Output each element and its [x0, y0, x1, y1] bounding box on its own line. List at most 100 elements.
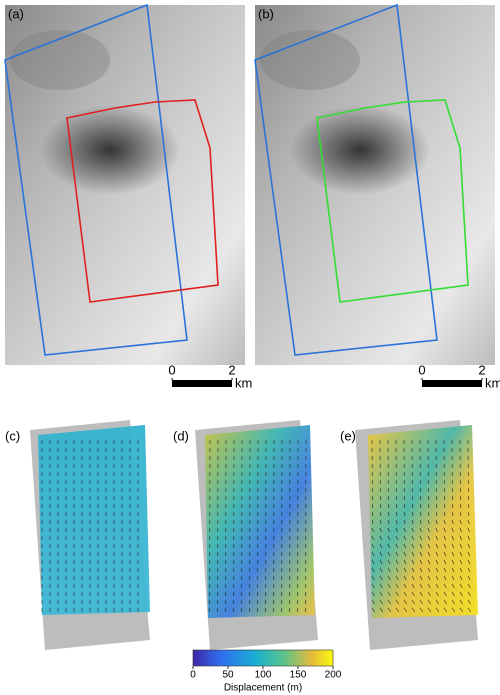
arrow: [371, 503, 374, 509]
arrow: [305, 543, 307, 549]
arrow: [427, 495, 430, 501]
arrow: [395, 471, 397, 477]
arrow: [216, 591, 219, 597]
arrow: [248, 567, 251, 573]
arrow: [288, 567, 291, 573]
arrow: [435, 511, 438, 517]
arrow: [224, 575, 227, 581]
arrow: [280, 583, 283, 589]
arrow: [264, 567, 267, 573]
arrow: [264, 591, 267, 597]
arrow: [371, 559, 375, 565]
arrow: [459, 535, 462, 541]
arrow: [265, 527, 267, 533]
arrow: [451, 567, 455, 573]
arrow: [281, 527, 283, 533]
arrow: [371, 591, 375, 597]
arrow: [411, 583, 415, 589]
arrow: [281, 535, 283, 541]
arrow: [443, 527, 446, 533]
panel-e: [355, 420, 478, 650]
arrow: [225, 543, 227, 549]
arrow: [305, 535, 307, 541]
arrow: [403, 543, 406, 549]
arrow: [304, 607, 307, 613]
arrow: [208, 599, 211, 605]
arrow: [256, 599, 259, 605]
arrow: [387, 543, 390, 549]
panel-label: (d): [173, 428, 189, 443]
arrow: [459, 519, 462, 525]
arrow: [443, 559, 447, 565]
arrow: [379, 543, 382, 549]
arrow: [387, 495, 390, 501]
arrow: [435, 543, 438, 549]
arrow: [395, 535, 398, 541]
arrow: [467, 487, 470, 493]
arrow: [233, 559, 235, 565]
arrow: [209, 527, 211, 533]
relief: [10, 30, 110, 90]
arrow: [289, 543, 291, 549]
arrow: [387, 559, 391, 565]
arrow: [208, 607, 211, 613]
arrow: [248, 599, 251, 605]
arrow: [435, 503, 438, 509]
arrow: [387, 527, 390, 533]
arrow: [419, 495, 422, 501]
arrow: [419, 599, 423, 605]
arrow: [371, 575, 375, 581]
arrow: [280, 575, 283, 581]
arrow: [305, 527, 307, 533]
arrow: [451, 519, 454, 525]
colorbar-tick-label: 150: [290, 670, 307, 681]
arrow: [403, 567, 407, 573]
arrow: [289, 527, 291, 533]
footprint-green: [316, 99, 469, 303]
arrow: [443, 495, 446, 501]
arrow: [217, 559, 219, 565]
arrow: [427, 511, 430, 517]
arrow: [387, 583, 391, 589]
arrow: [467, 511, 470, 517]
arrow: [443, 471, 445, 477]
panel-a: [4, 3, 245, 365]
footprint-red: [66, 99, 219, 303]
arrow: [395, 519, 398, 525]
arrow: [467, 527, 470, 533]
panel-d: [195, 420, 318, 650]
arrow: [371, 495, 374, 501]
arrow: [304, 591, 307, 597]
arrow: [249, 559, 251, 565]
arrow: [256, 591, 259, 597]
scale-unit: km: [235, 375, 252, 390]
arrow: [427, 487, 430, 493]
arrow: [395, 575, 399, 581]
arrow: [443, 567, 447, 573]
arrow: [273, 527, 275, 533]
arrow: [427, 519, 430, 525]
arrow: [411, 567, 415, 573]
arrow: [435, 607, 439, 613]
arrow: [459, 591, 463, 597]
arrow: [280, 567, 283, 573]
arrow: [305, 559, 307, 565]
arrow: [427, 543, 430, 549]
arrow: [387, 591, 391, 597]
footprint-blue: [254, 3, 438, 356]
colorbar-tick-label: 0: [190, 670, 196, 681]
arrow: [379, 511, 382, 517]
arrow: [387, 503, 390, 509]
arrow: [443, 599, 447, 605]
arrow: [296, 599, 299, 605]
arrow: [411, 511, 414, 517]
arrow: [411, 471, 413, 477]
relief: [260, 30, 360, 90]
displacement-field: [205, 425, 315, 618]
arrow: [451, 479, 453, 485]
arrow: [288, 607, 291, 613]
arrow: [459, 479, 461, 485]
arrow: [387, 511, 390, 517]
arrow: [233, 551, 235, 557]
arrow: [371, 543, 374, 549]
